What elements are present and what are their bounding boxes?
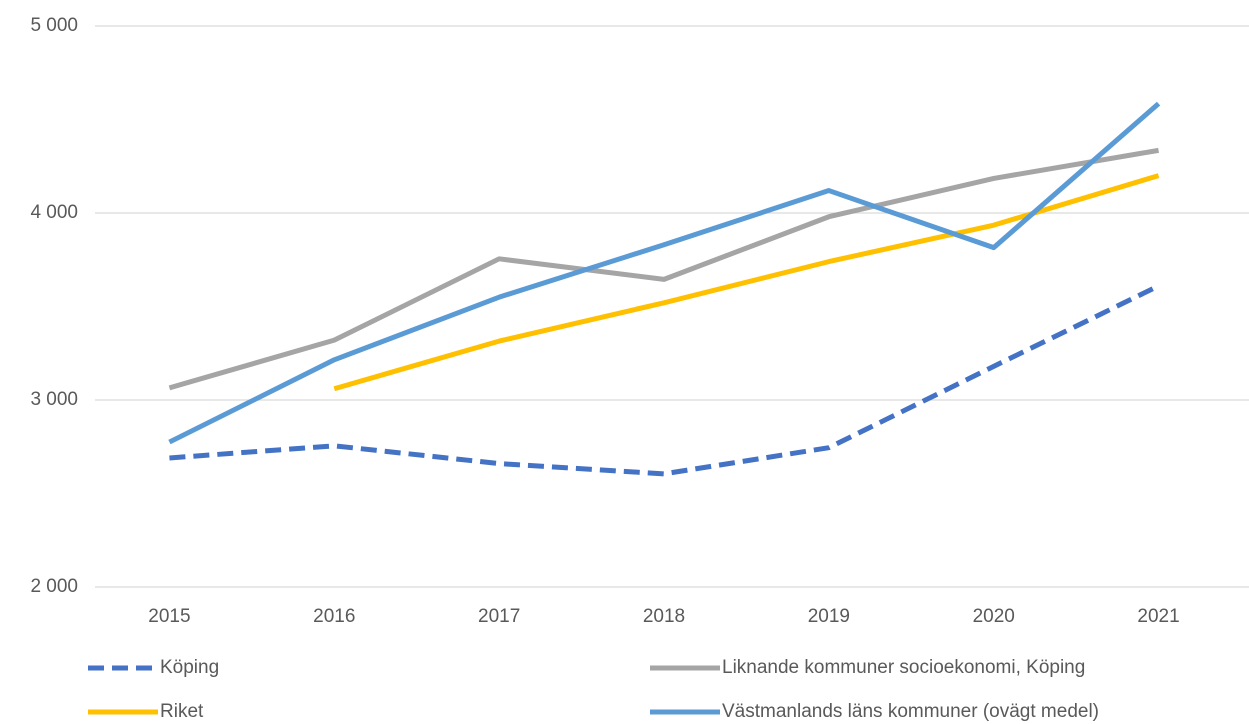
series-line — [168, 101, 1161, 445]
legend-label: Köping — [160, 657, 219, 678]
series-line — [168, 147, 1159, 391]
y-tick-label: 4 000 — [30, 202, 78, 223]
x-tick-label: 2020 — [973, 606, 1015, 627]
legend-label: Västmanlands läns kommuner (ovägt medel) — [722, 701, 1099, 722]
x-tick-label: 2017 — [478, 606, 520, 627]
series-line — [333, 173, 1160, 392]
x-tick-label: 2016 — [313, 606, 355, 627]
x-tick-label: 2019 — [808, 606, 850, 627]
legend-label: Liknande kommuner socioekonomi, Köping — [722, 657, 1085, 678]
y-tick-label: 5 000 — [30, 15, 78, 36]
x-tick-label: 2018 — [643, 606, 685, 627]
series-line — [169, 283, 1160, 477]
x-tick-label: 2021 — [1137, 606, 1179, 627]
y-tick-label: 2 000 — [30, 576, 78, 597]
y-tick-label: 3 000 — [30, 389, 78, 410]
x-tick-label: 2015 — [148, 606, 190, 627]
legend-label: Riket — [160, 701, 204, 722]
